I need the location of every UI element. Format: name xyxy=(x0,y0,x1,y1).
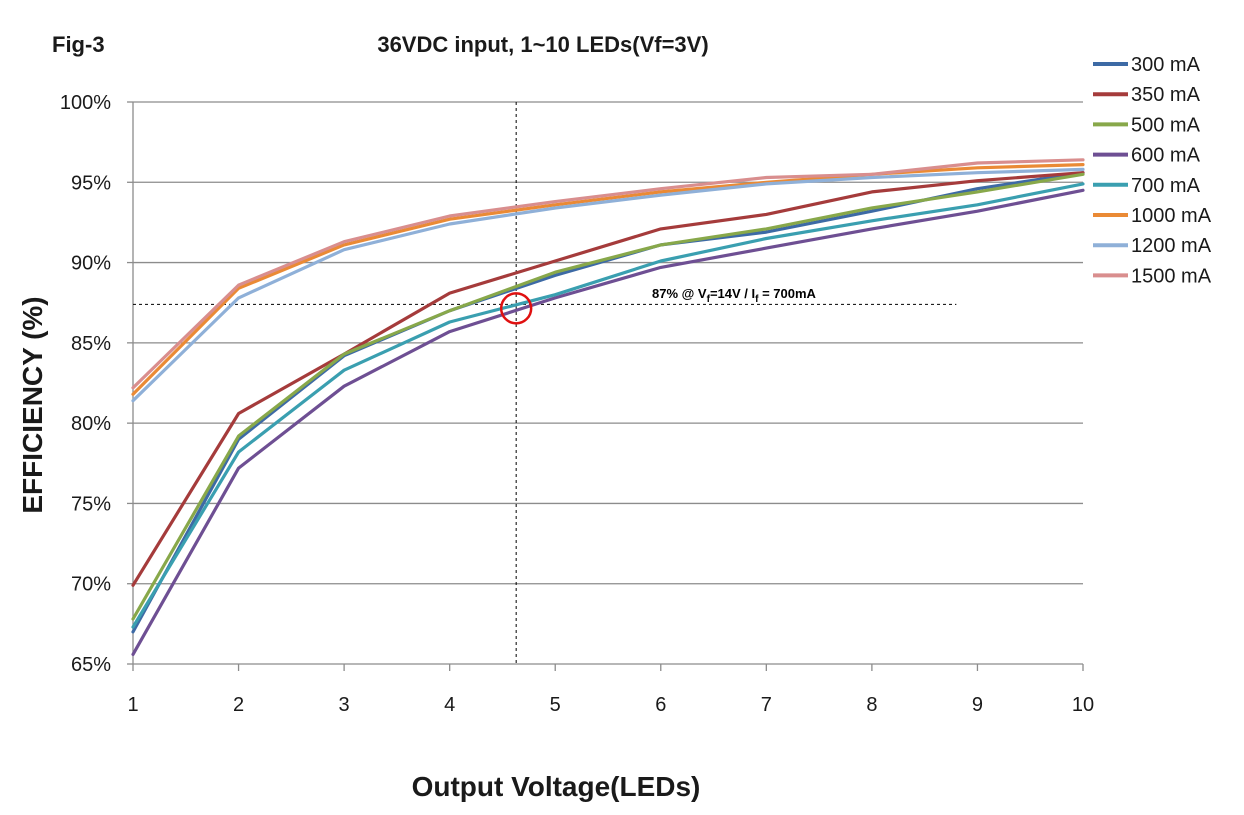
y-tick-label: 65% xyxy=(71,654,111,676)
legend-label: 1000 mA xyxy=(1131,205,1212,227)
annotation-sub-if: f xyxy=(755,294,759,305)
y-tick-label: 95% xyxy=(71,172,111,194)
legend-label: 350 mA xyxy=(1131,84,1201,106)
series-line xyxy=(131,158,1085,390)
x-tick-label: 1 xyxy=(127,694,138,716)
operating-point-marker xyxy=(499,292,533,325)
gridlines xyxy=(132,101,1083,665)
x-tick-label: 8 xyxy=(866,694,877,716)
series-line xyxy=(131,163,1085,396)
series-line xyxy=(131,188,1085,657)
annotation-text: 87% @ Vf=14V / If = 700mA xyxy=(652,286,817,305)
series-line xyxy=(131,171,1085,634)
x-tick-label: 5 xyxy=(550,694,561,716)
y-tick-label: 75% xyxy=(71,493,111,515)
series-line xyxy=(131,171,1085,587)
series-line xyxy=(131,182,1085,629)
reference-lines xyxy=(133,102,957,664)
legend-label: 700 mA xyxy=(1131,175,1201,197)
annotation-sub-vf: f xyxy=(707,294,711,305)
x-axis-ticks: 1 2 3 4 5 6 7 8 9 10 xyxy=(127,664,1094,716)
annotation-mid: =14V / I xyxy=(710,286,755,301)
y-tick-label: 90% xyxy=(71,253,111,275)
series-line xyxy=(131,172,1085,621)
x-tick-label: 2 xyxy=(233,694,244,716)
operating-point-circle xyxy=(499,292,533,325)
series-lines xyxy=(131,158,1085,657)
legend-label: 500 mA xyxy=(1131,114,1201,136)
chart-title: 36VDC input, 1~10 LEDs(Vf=3V) xyxy=(377,32,708,57)
y-tick-label: 85% xyxy=(71,333,111,355)
y-axis-label: EFFICIENCY (%) xyxy=(17,296,48,513)
legend-label: 1500 mA xyxy=(1131,265,1212,287)
legend-label: 1200 mA xyxy=(1131,235,1212,257)
legend-label: 600 mA xyxy=(1131,145,1201,167)
y-axis-ticks: 65% 70% 75% 80% 85% 90% 95% 100% xyxy=(60,92,133,676)
x-tick-label: 3 xyxy=(339,694,350,716)
series-line xyxy=(131,167,1085,403)
annotation-end: = 700mA xyxy=(758,286,816,301)
annotation-main: 87% @ V xyxy=(652,286,707,301)
x-tick-label: 4 xyxy=(444,694,455,716)
x-tick-label: 10 xyxy=(1072,694,1094,716)
legend: 300 mA 350 mA 500 mA 600 mA 700 mA 1000 mA 120… xyxy=(1093,54,1212,287)
y-tick-label: 80% xyxy=(71,413,111,435)
x-axis-label: Output Voltage(LEDs) xyxy=(412,771,701,802)
legend-label: 300 mA xyxy=(1131,54,1201,76)
x-tick-label: 6 xyxy=(655,694,666,716)
x-tick-label: 7 xyxy=(761,694,772,716)
y-tick-label: 70% xyxy=(71,574,111,596)
figure-label: Fig-3 xyxy=(52,32,105,57)
y-tick-label: 100% xyxy=(60,92,111,114)
x-tick-label: 9 xyxy=(972,694,983,716)
